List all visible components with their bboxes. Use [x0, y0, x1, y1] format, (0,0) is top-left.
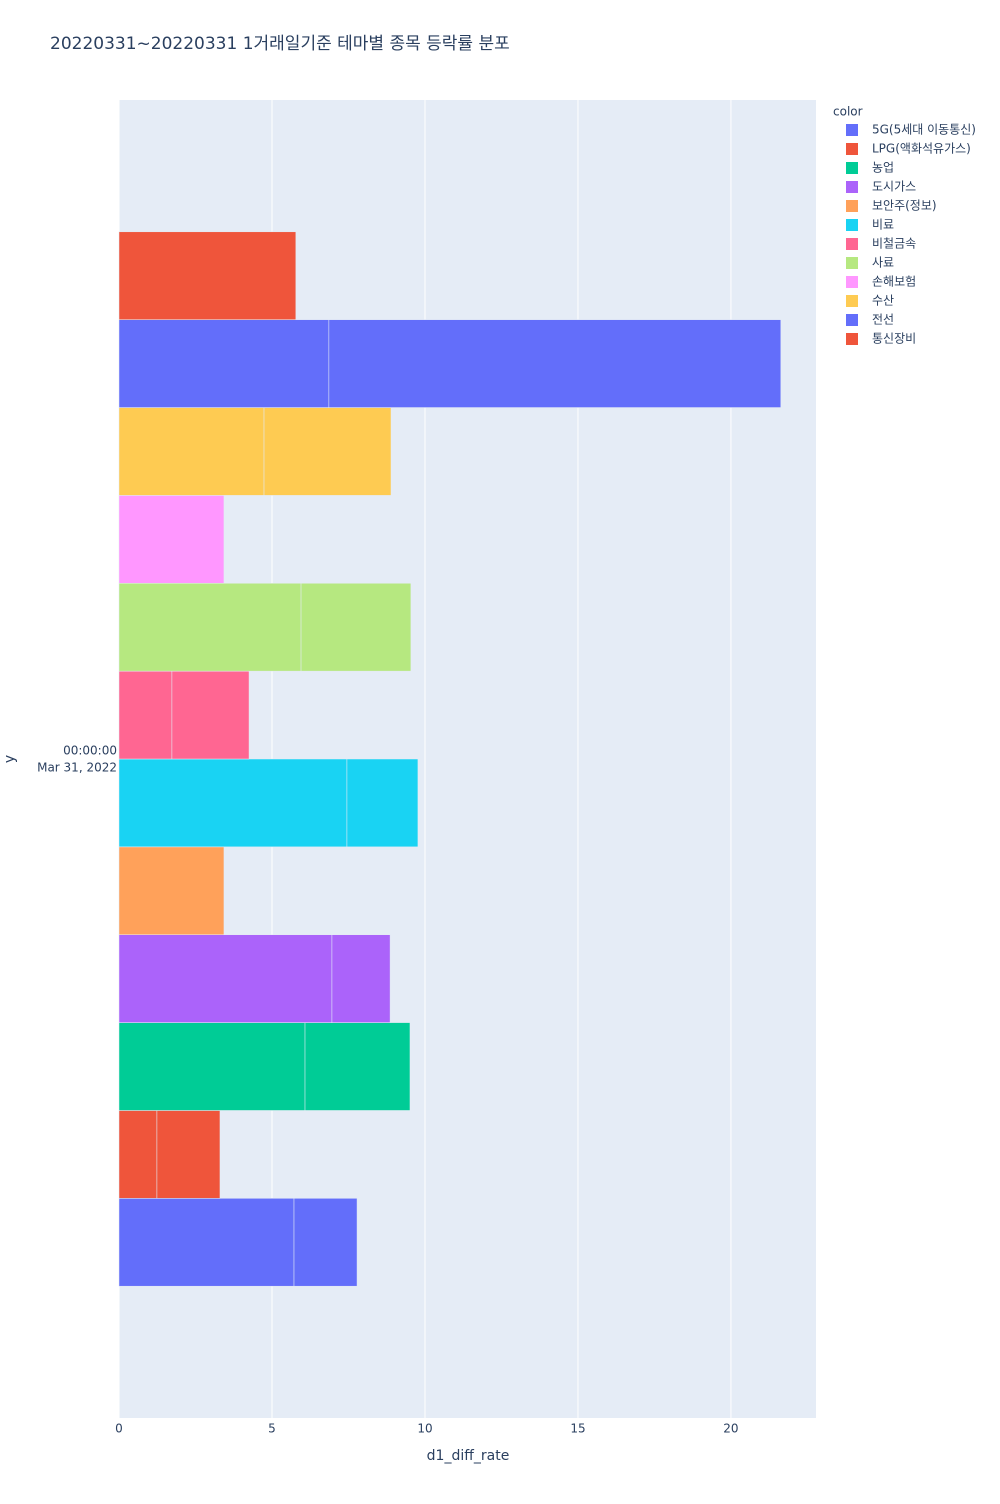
bar-segment: [263, 407, 392, 496]
legend-label: 수산: [872, 294, 894, 308]
x-axis-label: d1_diff_rate: [427, 1448, 510, 1464]
legend-label: 사료: [872, 256, 894, 270]
bar-segment: [118, 670, 173, 760]
x-tick-label: 10: [417, 1422, 432, 1436]
bar-segment: [331, 934, 391, 1023]
legend-swatch: [846, 219, 858, 231]
legend-label: 비료: [872, 218, 894, 232]
bar-segment: [300, 583, 412, 672]
legend-swatch: [846, 257, 858, 269]
legend-swatch: [846, 333, 858, 345]
legend-title: color: [833, 105, 863, 119]
legend-swatch: [846, 276, 858, 288]
legend-label: 5G(5세대 이동통신): [872, 123, 976, 137]
legend-label: LPG(액화석유가스): [872, 142, 971, 156]
legend-label: 통신장비: [872, 332, 916, 346]
bar-segment: [118, 319, 330, 408]
bar-segment: [293, 1198, 358, 1287]
bar-segment: [304, 1022, 411, 1111]
y-axis-label: y: [2, 755, 18, 763]
x-tick-label: 5: [268, 1422, 276, 1436]
legend-swatch: [846, 181, 858, 193]
legend-swatch: [846, 162, 858, 174]
bar-segment: [118, 934, 333, 1023]
legend-label: 손해보험: [872, 275, 916, 289]
bar-segment: [118, 1198, 295, 1287]
legend-swatch: [846, 314, 858, 326]
legend-swatch: [846, 295, 858, 307]
bar-segment: [346, 758, 419, 848]
bar-segment: [156, 1110, 221, 1199]
bar-segment: [118, 1022, 306, 1111]
bar-segment: [118, 407, 265, 496]
legend-label: 비철금속: [872, 237, 916, 251]
bar-segment: [118, 495, 225, 584]
bar-segment: [118, 231, 297, 320]
bar-segment: [118, 846, 225, 935]
legend-label: 보안주(정보): [872, 199, 937, 213]
legend-label: 전선: [872, 313, 894, 327]
legend-label: 도시가스: [872, 180, 916, 194]
y-tick-label: 00:00:00: [63, 744, 117, 758]
x-tick-label: 20: [723, 1422, 738, 1436]
x-tick-label: 0: [115, 1422, 123, 1436]
bar-segment: [118, 1110, 158, 1199]
x-tick-label: 15: [570, 1422, 585, 1436]
bar-segment: [171, 670, 250, 760]
bar-segment: [118, 583, 302, 672]
chart-title: 20220331~20220331 1거래일기준 테마별 종목 등락률 분포: [50, 34, 510, 54]
legend-swatch: [846, 124, 858, 136]
y-tick-label: Mar 31, 2022: [37, 761, 117, 775]
bar-segment: [118, 758, 348, 848]
legend-swatch: [846, 143, 858, 155]
bar-segment: [328, 319, 782, 408]
legend-swatch: [846, 200, 858, 212]
legend-label: 농업: [872, 161, 894, 175]
legend-swatch: [846, 238, 858, 250]
